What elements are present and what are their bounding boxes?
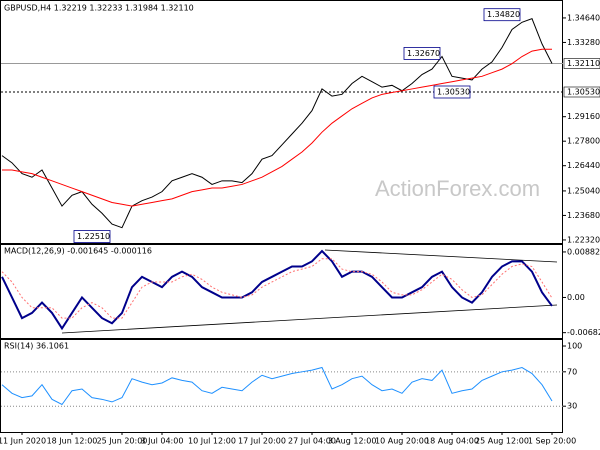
price-line-box xyxy=(563,58,600,69)
y-tick-label: 1.27800 xyxy=(567,137,600,146)
y-tick-label: 1.34640 xyxy=(567,13,600,22)
trend-line xyxy=(61,304,558,334)
y-tick-label: 0.00 xyxy=(567,293,585,302)
x-tick-label: 1 Sep 20:00 xyxy=(528,437,576,446)
annotation-label: 1.30530 xyxy=(437,87,470,96)
y-tick-label: 1.22320 xyxy=(567,235,600,244)
y-tick-label: 1.23680 xyxy=(567,211,600,220)
price-line-label: 1.30530 xyxy=(567,87,600,96)
x-tick-label: 11 Jun 2020 xyxy=(0,437,46,446)
series-line xyxy=(1,366,553,406)
trend-line xyxy=(324,249,558,263)
x-tick-label: 25 Jun 20:00 xyxy=(97,437,148,446)
y-tick-label: 30 xyxy=(567,402,577,411)
price-frame xyxy=(0,0,563,244)
price-line-label: 1.32110 xyxy=(567,59,600,68)
x-tick-label: 27 Jul 04:00 xyxy=(288,437,336,446)
y-tick-label: 100 xyxy=(567,342,582,351)
rsi-title: RSI(14) 36.1061 xyxy=(4,342,69,351)
x-tick-label: 18 Jun 12:00 xyxy=(47,437,98,446)
y-tick-label: 70 xyxy=(567,367,577,376)
y-tick-label: -0.006825 xyxy=(567,328,600,337)
y-tick-label: 1.29160 xyxy=(567,112,600,121)
x-tick-label: 10 Aug 20:00 xyxy=(375,437,429,446)
annotation-box xyxy=(483,8,521,22)
y-tick-label: 1.26440 xyxy=(567,161,600,170)
annotation-box xyxy=(403,47,441,60)
macd-frame xyxy=(0,244,563,339)
x-tick-label: 25 Aug 12:00 xyxy=(475,437,529,446)
annotation-label: 1.22510 xyxy=(77,232,110,241)
series-line xyxy=(1,18,553,229)
annotation-box xyxy=(433,85,471,99)
x-tick-label: 18 Aug 04:00 xyxy=(425,437,479,446)
y-tick-label: 1.33280 xyxy=(567,38,600,47)
annotation-label: 1.34820 xyxy=(487,10,520,19)
x-tick-label: 3 Aug 12:00 xyxy=(328,437,377,446)
macd-title: MACD(12,26,9) -0.001645 -0.000116 xyxy=(4,247,152,256)
series-line xyxy=(1,249,553,331)
price-title: GBPUSD,H4 1.32219 1.32233 1.31984 1.3211… xyxy=(4,4,194,13)
price-line-box xyxy=(563,86,600,98)
x-tick-label: 3 Jul 04:00 xyxy=(141,437,184,446)
y-tick-label: 0.008824 xyxy=(567,247,600,256)
x-tick-label: 17 Jul 20:00 xyxy=(238,437,286,446)
annotation-label: 1.32670 xyxy=(407,49,440,58)
rsi-frame xyxy=(0,339,563,433)
series-line xyxy=(1,258,553,319)
y-tick-label: 1.25040 xyxy=(567,186,600,195)
watermark: ActionForex.com xyxy=(375,176,540,201)
series-line xyxy=(2,48,552,207)
annotation-box xyxy=(73,230,111,243)
x-tick-label: 10 Jul 12:00 xyxy=(188,437,236,446)
